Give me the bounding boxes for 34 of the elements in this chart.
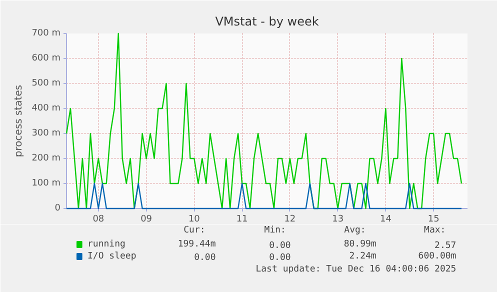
- y-tick-label: 400 m: [32, 104, 61, 114]
- x-tick-label: 10: [188, 214, 200, 224]
- y-tick-label: 700 m: [32, 28, 61, 38]
- legend-label: I/O sleep: [87, 252, 136, 262]
- y-axis-title: process states: [14, 84, 25, 158]
- text: 0.00: [269, 241, 291, 251]
- y-tick-label: 0: [54, 204, 61, 214]
- x-tick-label: 12: [284, 214, 296, 224]
- text: 0.00: [269, 253, 291, 263]
- text: 0.00: [194, 253, 216, 263]
- text: 199.44m: [178, 240, 216, 250]
- y-tick-label: 500 m: [32, 78, 61, 88]
- text: 80.99m: [344, 240, 376, 250]
- x-tick-label: 13: [332, 214, 344, 224]
- text: 600.00m: [418, 252, 456, 262]
- text: Avg:: [344, 226, 366, 236]
- text: 2.57: [434, 241, 456, 251]
- text: Min:: [264, 226, 286, 236]
- text: Max:: [424, 226, 446, 236]
- x-tick-label: 11: [236, 214, 248, 224]
- y-tick-label: 600 m: [32, 54, 61, 64]
- x-tick-label: 14: [380, 214, 392, 224]
- x-tick-label: 15: [428, 214, 440, 224]
- chart-title: VMstat - by week: [215, 14, 319, 28]
- line-series: [66, 32, 462, 210]
- text: 2.24m: [349, 252, 376, 262]
- x-tick-label: 08: [92, 214, 104, 224]
- y-tick-label: 200 m: [32, 154, 61, 164]
- x-tick-label: 09: [140, 214, 152, 224]
- text: Last update: Tue Dec 16 04:00:06 2025: [256, 264, 456, 274]
- legend-label: running: [87, 240, 126, 250]
- y-tick-label: 100 m: [32, 178, 61, 188]
- y-tick-label: 300 m: [32, 128, 61, 138]
- text: Cur:: [184, 226, 206, 236]
